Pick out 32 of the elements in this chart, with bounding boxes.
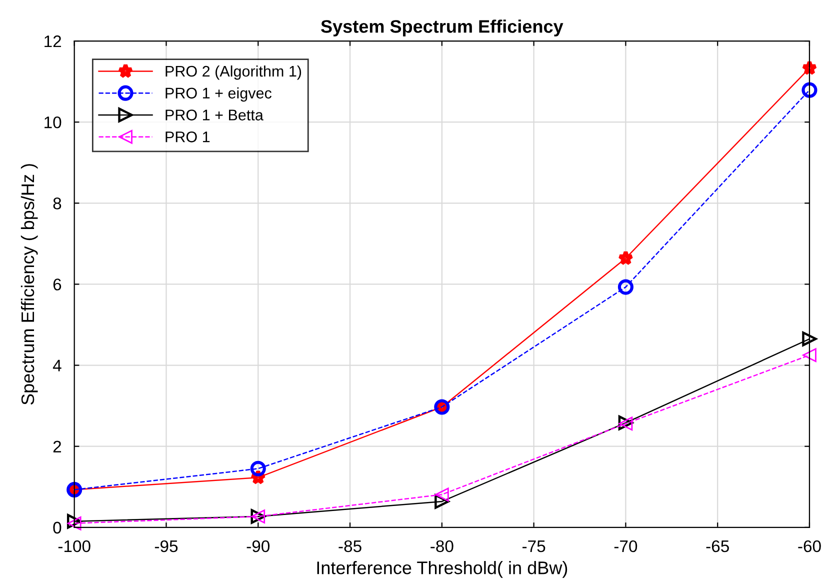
x-tick-label: -80 <box>430 540 454 552</box>
x-tick-label: -70 <box>614 540 638 552</box>
point <box>434 488 449 502</box>
point <box>618 279 634 295</box>
point <box>618 250 634 266</box>
legend-label: PRO 1 <box>166 132 210 142</box>
x-tick-label: -90 <box>246 540 270 552</box>
point <box>802 332 817 346</box>
chart-title: System Spectrum Efficiency <box>321 20 564 36</box>
point <box>434 494 450 509</box>
x-tick-label: -100 <box>58 540 90 552</box>
y-tick-label: 6 <box>53 278 62 290</box>
x-axis-title: Interference Threshold( in dBw) <box>317 560 568 578</box>
x-tick-label: -75 <box>522 540 546 552</box>
y-axis-title: Spectrum Efficiency ( bps/Hz ) <box>20 164 38 405</box>
legend-label: PRO 1 + eigvec <box>166 87 272 102</box>
y-tick-label: 4 <box>52 360 62 372</box>
legend-label: PRO 1 + Betta <box>166 110 264 120</box>
x-tick-label: -95 <box>154 540 178 552</box>
point <box>802 82 818 98</box>
y-tick-label: 12 <box>44 35 62 48</box>
legend-label: PRO 2 (Algorithm 1) <box>166 65 302 80</box>
x-tick-label: -60 <box>798 540 821 552</box>
point <box>802 60 818 76</box>
y-tick-label: 8 <box>53 198 62 210</box>
y-tick-label: 10 <box>44 116 62 128</box>
y-tick-label: 2 <box>53 440 62 452</box>
point <box>250 460 266 476</box>
x-tick-label: -85 <box>338 540 362 552</box>
point <box>802 348 816 362</box>
x-tick-label: -65 <box>706 540 729 552</box>
y-tick-label: 0 <box>53 522 62 534</box>
